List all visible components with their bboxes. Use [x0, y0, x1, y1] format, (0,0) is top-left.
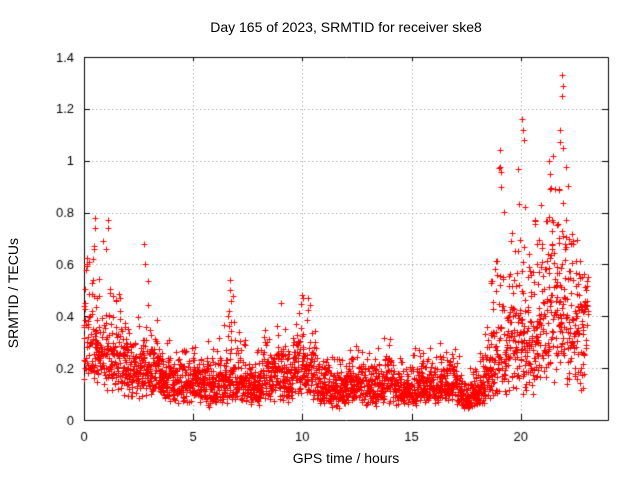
chart-title: Day 165 of 2023, SRMTID for receiver ske…	[210, 19, 482, 35]
x-axis-label: GPS time / hours	[292, 450, 400, 466]
y-axis-label-text: SRMTID / TECUs	[5, 237, 21, 349]
